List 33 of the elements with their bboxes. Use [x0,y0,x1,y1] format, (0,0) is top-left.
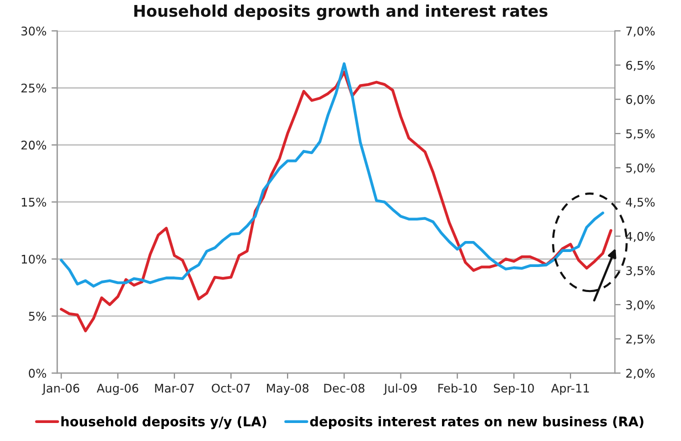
y2-tick-label: 2,0% [626,368,655,379]
x-tick-label: Apr-11 [551,384,589,395]
line-series [60,70,612,332]
y2-tick-label: 3,5% [626,266,655,276]
y2-tick-label: 2,5% [626,334,655,345]
y2-tick-label: 6,5% [626,60,655,71]
x-tick-label: May-08 [266,384,309,395]
x-tick-label: Aug-06 [96,384,138,395]
x-tick-label: Oct-07 [212,384,250,393]
x-tick-label: Jan-06 [42,384,80,395]
y-tick-label: 25% [21,84,46,93]
line-series [60,62,604,288]
y-tick-label: 15% [22,198,46,207]
y2-tick-label: 7,0% [626,26,655,37]
y-tick-label: 30% [21,26,46,36]
x-tick-label: Dec-08 [324,384,364,393]
y-tick-label: 5% [28,312,46,321]
y2-tick-label: 4,0% [626,232,655,242]
y2-tick-label: 5,0% [626,163,655,174]
x-tick-label: Feb-10 [438,384,477,393]
y-tick-label: 0% [28,368,46,378]
y2-tick-label: 6,0% [626,95,655,106]
y-tick-label: 10% [22,254,46,264]
y2-tick-label: 3,0% [626,300,655,310]
legend-label: household deposits y/y (LA) [61,416,266,430]
x-tick-label: Jul-09 [383,384,417,395]
y-tick-label: 20% [21,140,46,150]
x-tick-label: Mar-07 [155,384,194,393]
chart-title: Household deposits growth and interest rates [134,4,548,20]
x-tick-label: Sep-10 [494,384,534,395]
y2-tick-label: 4,5% [626,198,655,208]
y2-tick-label: 5,5% [626,129,655,140]
legend-label: deposits interest rates on new business (RA) [310,416,644,430]
